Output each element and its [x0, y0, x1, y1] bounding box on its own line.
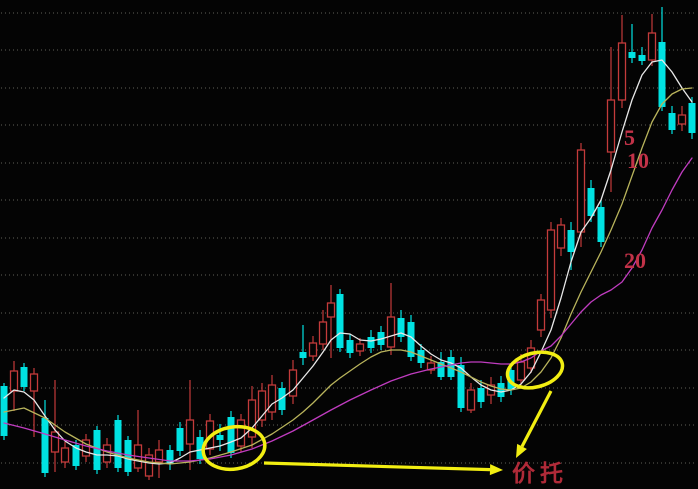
annotation-arrow-head: [489, 464, 503, 476]
candle-body-down: [227, 417, 235, 453]
annotation-arrow-head: [516, 443, 527, 458]
candle-body-down: [497, 383, 505, 397]
candle-body-down: [628, 52, 636, 58]
candle-body-down: [20, 367, 28, 387]
highlight-ellipse: [201, 424, 267, 472]
candle-body-up: [144, 454, 154, 477]
ma10-legend-label: 10: [627, 148, 649, 173]
highlight-ellipse: [505, 350, 565, 390]
candle-body-down: [688, 103, 696, 133]
candle-body-up: [247, 399, 257, 438]
ma5-legend-label: 5: [624, 125, 635, 150]
candle-body-up: [536, 299, 546, 331]
candle-body-up: [556, 224, 566, 249]
candle-body-up: [426, 362, 436, 371]
candle-body-up: [617, 42, 627, 101]
candle-body-down: [93, 430, 101, 470]
annotation-arrow-shaft: [263, 461, 491, 472]
candle-body-up: [288, 369, 298, 397]
candle-body-down: [437, 362, 445, 377]
candle-body-up: [318, 321, 328, 345]
candle-body-down: [567, 230, 575, 252]
candle-body-down: [114, 420, 122, 468]
candle-body-down: [587, 188, 595, 216]
candle-body-down: [299, 352, 307, 358]
candle-body-down: [336, 294, 344, 348]
candle-body-down: [638, 55, 646, 61]
candle-body-down: [216, 435, 224, 440]
candle-body-down: [166, 450, 174, 464]
candle-body-up: [50, 431, 60, 453]
candle-body-down: [477, 388, 485, 402]
candle-body-down: [597, 207, 605, 242]
ma5-line: [3, 59, 693, 465]
candle-body-down: [346, 340, 354, 353]
candle-body-up: [236, 419, 246, 447]
candle-body-up: [9, 370, 19, 392]
candle-body-up: [60, 447, 70, 463]
candle-body-up: [677, 114, 687, 125]
candle-body-down: [196, 437, 204, 459]
candle-body-up: [647, 32, 657, 61]
candle-body-up: [81, 439, 91, 457]
candle-body-down: [397, 318, 405, 337]
candle-body-down: [278, 388, 286, 410]
candle-body-up: [355, 343, 365, 352]
candle-body-down: [447, 357, 455, 377]
candle-body-up: [606, 99, 616, 153]
ma10-line: [3, 87, 693, 465]
candle-body-up: [267, 384, 277, 413]
candle-body-up: [257, 390, 267, 421]
candle-body-up: [185, 419, 195, 445]
candle-body-down: [124, 440, 132, 472]
candle-body-down: [457, 365, 465, 408]
candle-body-up: [466, 389, 476, 411]
candle-body-up: [102, 444, 112, 463]
candle-body-down: [668, 113, 676, 130]
candle-body-down: [0, 386, 8, 436]
candle-body-down: [658, 42, 666, 107]
candle-body-up: [308, 342, 318, 357]
candle-body-up: [576, 149, 586, 233]
candle-body-down: [176, 428, 184, 451]
candle-body-up: [29, 373, 39, 392]
candle-body-up: [154, 449, 164, 463]
candle-body-down: [367, 337, 375, 348]
candle-body-up: [326, 302, 336, 318]
candle-body-down: [72, 445, 80, 466]
candle-body-up: [386, 316, 396, 348]
ma20-line: [3, 157, 693, 462]
candle-body-down: [41, 418, 49, 473]
candle-body-up: [516, 361, 526, 381]
price-support-callout-text: 价托: [512, 461, 568, 486]
candle-body-up: [546, 229, 556, 311]
ma20-legend-label: 20: [624, 248, 646, 273]
annotation-arrow-shaft: [520, 390, 553, 448]
candle-body-down: [407, 322, 415, 357]
